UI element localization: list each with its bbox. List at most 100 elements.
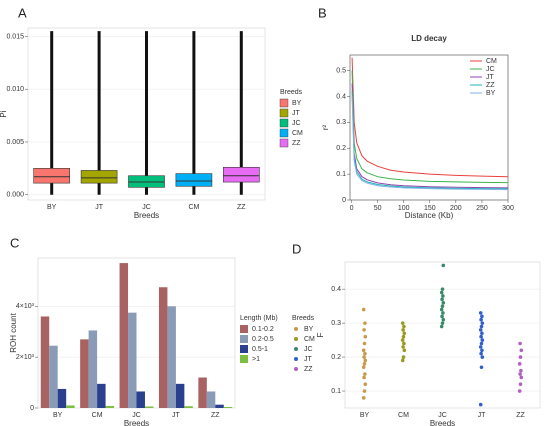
y-tick-label: 0.3 (336, 119, 346, 126)
x-tick-label: BY (47, 204, 57, 211)
point (479, 365, 484, 370)
legend-swatch (294, 337, 298, 341)
legend-swatch (294, 347, 298, 351)
x-tick-label: 150 (424, 205, 436, 212)
bar (66, 405, 75, 408)
legend-label: 0.2-0.5 (252, 336, 274, 343)
point (439, 324, 444, 329)
panel: B 0 0.1 0.2 0.3 0.4 0.5 Distance (Kb) r² LD decay… (318, 5, 514, 220)
point (363, 382, 368, 387)
legend-label: >1 (252, 356, 260, 363)
point (519, 368, 523, 373)
y-tick-label: 4×10³ (16, 303, 35, 310)
point (400, 358, 405, 363)
bar (128, 312, 137, 408)
point (440, 321, 445, 325)
legend-swatch (240, 325, 248, 333)
point (441, 317, 446, 322)
point (478, 311, 483, 315)
x-tick-label: 100 (398, 205, 410, 212)
x-tick-label: ZZ (237, 204, 246, 211)
x-axis-label: Breeds (124, 419, 149, 426)
point (518, 341, 522, 346)
bar (223, 406, 233, 408)
legend-swatch (294, 357, 298, 361)
bar (144, 406, 154, 408)
bar (184, 406, 193, 408)
x-tick-label: JT (478, 412, 487, 419)
bar (88, 330, 98, 408)
point (479, 334, 483, 339)
legend-label: ZZ (292, 140, 301, 147)
x-tick-label: 300 (502, 205, 514, 212)
point (441, 311, 445, 315)
y-tick-label: 0.4 (331, 286, 341, 293)
point (401, 334, 406, 339)
point (362, 341, 367, 346)
panel-label: B (318, 5, 327, 20)
point (363, 372, 367, 376)
x-axis-label: Breeds (134, 211, 159, 220)
x-tick-label: JT (172, 412, 181, 419)
y-axis-label: F (316, 332, 325, 337)
bar (105, 405, 115, 408)
x-axis-label: Breeds (430, 419, 455, 426)
x-tick-label: BY (360, 412, 370, 419)
plot-frame (349, 54, 509, 201)
x-tick-label: 250 (476, 205, 488, 212)
point (363, 321, 367, 325)
y-tick-label: 0.2 (336, 145, 346, 152)
point (400, 321, 405, 325)
point (362, 362, 367, 366)
legend-label: BY (292, 100, 302, 107)
point (479, 351, 483, 356)
box (128, 175, 165, 188)
point (441, 300, 446, 305)
point (402, 331, 407, 336)
point (361, 396, 366, 400)
legend-swatch (279, 128, 289, 138)
point (441, 294, 445, 298)
legend-swatch (279, 118, 289, 128)
legend-label: JT (486, 74, 495, 81)
line (351, 57, 509, 178)
point (363, 351, 367, 356)
y-tick-label: 0.010 (6, 86, 24, 93)
point (480, 314, 484, 319)
point (518, 372, 522, 376)
point (478, 402, 483, 407)
x-tick-label: ZZ (211, 412, 220, 419)
bar (80, 339, 89, 408)
x-tick-label: JC (142, 204, 151, 211)
point (440, 297, 444, 302)
bar (57, 388, 67, 408)
point (361, 307, 366, 312)
bar (49, 345, 58, 408)
point (517, 389, 522, 393)
y-axis-label: r² (321, 125, 330, 131)
point (441, 263, 446, 268)
bar (158, 287, 168, 408)
point (439, 307, 444, 312)
legend-swatch (279, 138, 289, 148)
point (478, 345, 483, 349)
legend-label: BY (486, 90, 496, 97)
point (479, 317, 483, 322)
legend-label: 0.1-0.2 (252, 326, 274, 333)
legend-swatch (240, 355, 248, 363)
x-tick-label: 0 (350, 205, 354, 212)
point (440, 304, 445, 308)
box (33, 168, 71, 184)
line (351, 70, 509, 184)
panel-label: C (10, 235, 19, 250)
point (518, 382, 523, 387)
point (480, 321, 485, 325)
point (480, 355, 485, 359)
legend-title: Breeds (280, 89, 303, 96)
point (402, 324, 406, 329)
y-tick-label: 0.3 (331, 320, 341, 327)
point (362, 389, 367, 393)
bar (40, 316, 50, 408)
x-tick-label: 200 (450, 205, 462, 212)
point (361, 348, 366, 353)
